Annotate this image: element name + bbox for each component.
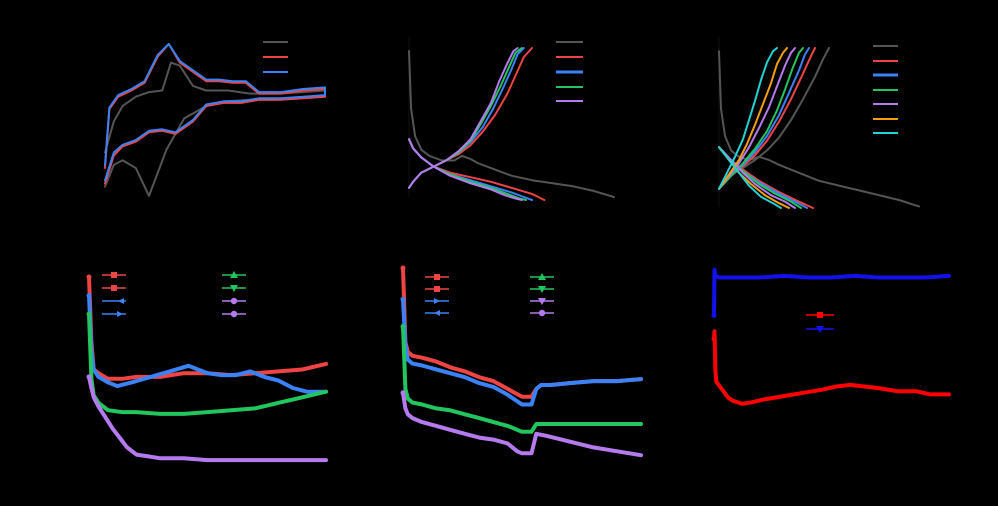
series-line-9 [718, 47, 796, 190]
series-marker-4 [86, 374, 92, 380]
series-line-1 [104, 61, 326, 197]
plot-area-bottom-right [711, 267, 951, 406]
legend-entry-1 [806, 312, 834, 318]
series-line-4 [87, 374, 328, 463]
legend-entry-2 [102, 285, 126, 291]
legend-entry-3 [102, 298, 126, 304]
series-marker-3 [400, 324, 406, 329]
legend-entry-4 [102, 311, 126, 317]
series-line-1 [712, 267, 951, 318]
legend-entry-7 [530, 298, 554, 305]
plot-area-bottom-center [400, 265, 643, 458]
legend-entry-5 [530, 273, 554, 280]
series-line-3 [104, 43, 326, 182]
legend-entry-6 [222, 285, 246, 292]
legend-entry-5 [222, 271, 246, 278]
panel-top-center [408, 37, 615, 201]
series-marker-2 [86, 293, 92, 298]
legend-entry-2 [806, 326, 834, 333]
series-line-1 [718, 50, 920, 208]
legend-bottom-left [102, 271, 246, 318]
series-line-9 [408, 138, 523, 201]
legend-entry-8 [222, 310, 246, 318]
panel-bottom-left [86, 271, 328, 463]
series-line-2 [401, 297, 643, 407]
series-line-2 [730, 47, 830, 174]
series-marker-4 [400, 390, 406, 396]
plot-area-top-right [718, 47, 920, 209]
panel-top-right [718, 37, 920, 209]
legend-entry-1 [425, 274, 449, 280]
series-marker-1 [86, 274, 92, 280]
legend-entry-4 [425, 310, 449, 316]
legend-entry-7 [222, 297, 246, 305]
series-marker-2 [400, 296, 406, 302]
series-line-13 [718, 47, 778, 190]
legend-entry-8 [530, 309, 554, 317]
series-line-2 [87, 293, 328, 394]
series-line-3 [401, 324, 643, 434]
series-line-8 [408, 47, 519, 189]
series-marker-1 [711, 312, 717, 318]
series-marker-1 [400, 265, 406, 271]
series-line-14 [718, 146, 782, 209]
panel-bottom-right [711, 267, 951, 406]
plot-area-top-left [104, 43, 326, 197]
plot-area-bottom-left [86, 274, 328, 463]
legend-entry-6 [530, 286, 554, 293]
plot-area-top-center [408, 47, 615, 201]
legend-bottom-center [425, 273, 554, 317]
panel-bottom-center [400, 265, 643, 458]
legend-entry-3 [425, 298, 449, 304]
series-marker-3 [86, 311, 92, 317]
series-line-2 [712, 329, 951, 406]
legend-entry-2 [425, 286, 449, 292]
series-line-10 [718, 146, 796, 209]
series-marker-2 [711, 336, 717, 342]
series-line-4 [401, 390, 643, 458]
legend-bottom-right [806, 312, 834, 333]
legend-entry-1 [102, 272, 126, 278]
legend-top-center [556, 41, 583, 102]
series-line-1 [408, 50, 615, 198]
panel-top-left [104, 41, 326, 197]
legend-top-right [873, 45, 898, 134]
legend-top-left [263, 41, 288, 73]
